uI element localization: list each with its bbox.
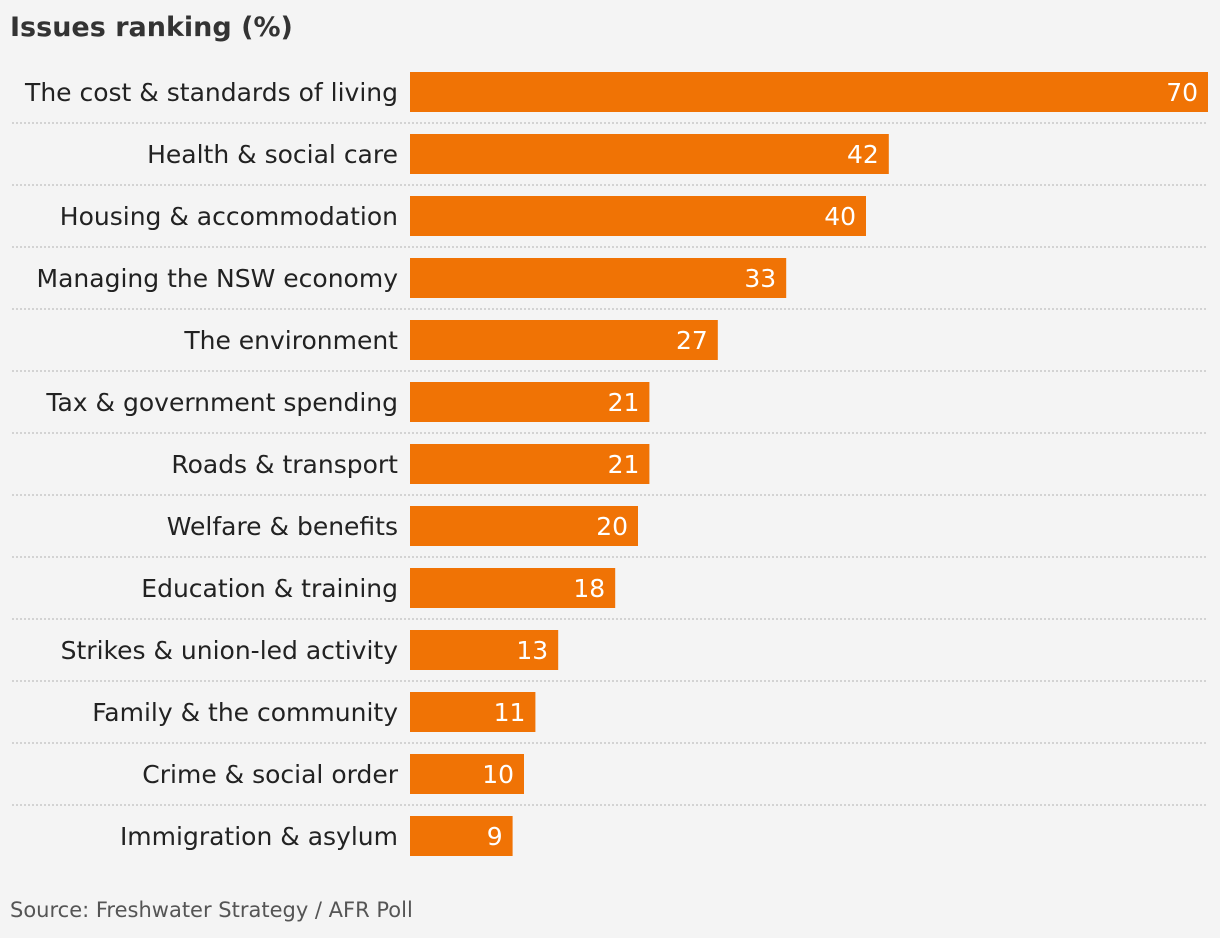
bar xyxy=(410,692,536,732)
value-label: 40 xyxy=(824,202,856,231)
category-label: The cost & standards of living xyxy=(24,78,398,107)
value-label: 9 xyxy=(487,822,503,851)
bar xyxy=(410,444,650,484)
value-label: 21 xyxy=(608,450,640,479)
bar-row: Tax & government spending 21 xyxy=(12,382,1208,434)
bar xyxy=(410,816,513,856)
bar-row: The cost & standards of living 70 xyxy=(12,72,1208,124)
value-label: 21 xyxy=(608,388,640,417)
bar xyxy=(410,196,866,236)
bar xyxy=(410,382,650,422)
bar xyxy=(410,72,1208,112)
bar-row: Roads & transport 21 xyxy=(12,444,1208,496)
bar-row: Education & training 18 xyxy=(12,568,1208,620)
source-note: Source: Freshwater Strategy / AFR Poll xyxy=(10,898,413,922)
bar xyxy=(410,754,524,794)
value-label: 18 xyxy=(573,574,605,603)
value-label: 70 xyxy=(1166,78,1198,107)
bar xyxy=(410,568,616,608)
value-label: 42 xyxy=(847,140,879,169)
category-label: Family & the community xyxy=(92,698,398,727)
bar-row: Housing & accommodation 40 xyxy=(12,196,1208,248)
value-label: 10 xyxy=(482,760,514,789)
bar xyxy=(410,630,559,670)
bar-row: Managing the NSW economy 33 xyxy=(12,258,1208,310)
bar-row: Health & social care 42 xyxy=(12,134,1208,186)
chart-title: Issues ranking (%) xyxy=(10,12,293,43)
category-label: Health & social care xyxy=(147,140,398,169)
category-label: Housing & accommodation xyxy=(60,202,398,231)
value-label: 13 xyxy=(516,636,548,665)
bar-row: Crime & social order 10 xyxy=(12,754,1208,806)
bar xyxy=(410,320,718,360)
bar xyxy=(410,258,787,298)
category-label: Managing the NSW economy xyxy=(37,264,399,293)
value-label: 33 xyxy=(744,264,776,293)
value-label: 11 xyxy=(494,698,526,727)
value-label: 27 xyxy=(676,326,708,355)
bar-row: Strikes & union-led activity 13 xyxy=(12,630,1208,682)
category-label: Strikes & union-led activity xyxy=(61,636,399,665)
bar xyxy=(410,134,889,174)
category-label: Tax & government spending xyxy=(45,388,398,417)
bar xyxy=(410,506,638,546)
bar-row: Welfare & benefits 20 xyxy=(12,506,1208,558)
category-label: Crime & social order xyxy=(142,760,398,789)
category-label: Immigration & asylum xyxy=(120,822,398,851)
bar-row: Family & the community 11 xyxy=(12,692,1208,744)
category-label: Welfare & benefits xyxy=(167,512,398,541)
value-label: 20 xyxy=(596,512,628,541)
category-label: The environment xyxy=(183,326,398,355)
category-label: Education & training xyxy=(141,574,398,603)
category-label: Roads & transport xyxy=(171,450,398,479)
bar-row: The environment 27 xyxy=(12,320,1208,372)
bar-row: Immigration & asylum 9 xyxy=(120,816,513,856)
